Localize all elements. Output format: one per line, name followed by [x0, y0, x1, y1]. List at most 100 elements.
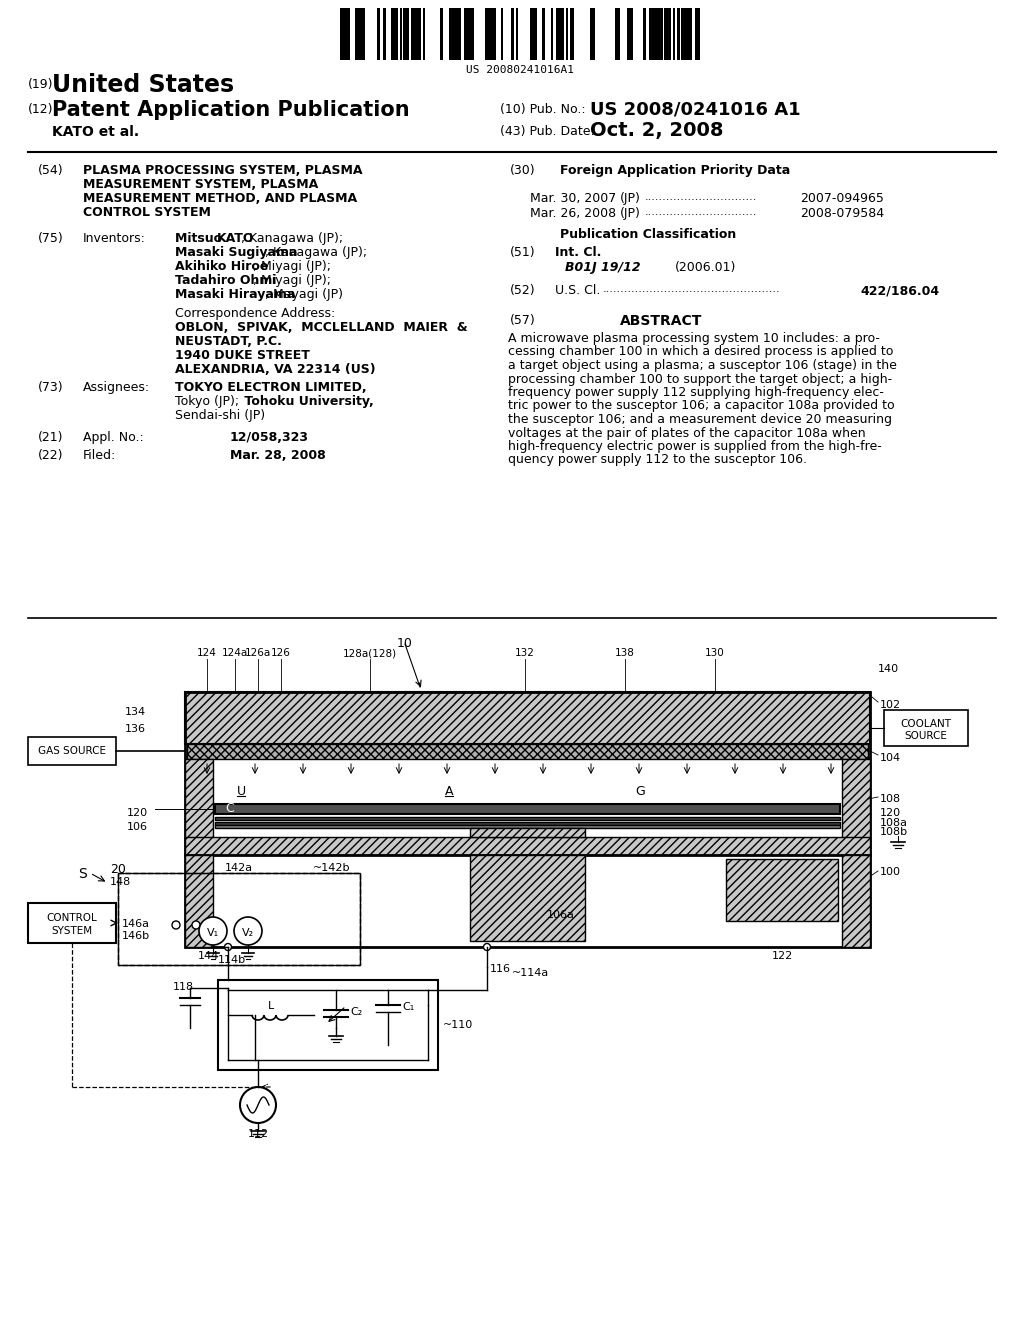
Text: GAS SOURCE: GAS SOURCE [38, 746, 106, 756]
Circle shape [234, 917, 262, 945]
Text: (75): (75) [38, 232, 63, 246]
Bar [453, 8, 456, 59]
Bar [884, 710, 968, 746]
Text: frequency power supply 112 supplying high-frequency elec-: frequency power supply 112 supplying hig… [508, 385, 884, 399]
Text: Mar. 26, 2008: Mar. 26, 2008 [530, 207, 616, 220]
Text: Publication Classification: Publication Classification [560, 228, 736, 242]
Text: Patent Application Publication: Patent Application Publication [52, 100, 410, 120]
Bar [614, 8, 616, 59]
Bar [343, 8, 345, 59]
Bar [456, 8, 461, 59]
Bar [536, 8, 538, 59]
Bar [417, 8, 418, 59]
Text: (51): (51) [510, 246, 536, 259]
Text: 422/186.04: 422/186.04 [860, 284, 939, 297]
Text: 108a: 108a [880, 818, 908, 828]
Text: (30): (30) [510, 164, 536, 177]
Bar [28, 903, 116, 942]
Text: quency power supply 112 to the susceptor 106.: quency power supply 112 to the susceptor… [508, 454, 807, 466]
Bar [490, 8, 497, 59]
Text: Tohoku University,: Tohoku University, [240, 395, 374, 408]
Text: G: G [635, 785, 645, 799]
Bar [464, 8, 467, 59]
Text: 1940 DUKE STREET: 1940 DUKE STREET [175, 348, 310, 362]
Circle shape [172, 921, 180, 929]
Bar [118, 873, 360, 965]
Text: a target object using a plasma; a susceptor 106 (stage) in the: a target object using a plasma; a suscep… [508, 359, 897, 372]
Bar [569, 8, 571, 59]
Bar [655, 8, 657, 59]
Text: ...............................: ............................... [645, 191, 758, 202]
Text: 142a: 142a [225, 863, 253, 873]
Text: (57): (57) [510, 314, 536, 327]
Text: Masaki Hirayama: Masaki Hirayama [175, 288, 295, 301]
Bar [842, 855, 870, 946]
Text: cessing chamber 100 in which a desired process is applied to: cessing chamber 100 in which a desired p… [508, 346, 893, 359]
Bar [677, 8, 680, 59]
Text: 102: 102 [880, 700, 901, 710]
Text: Correspondence Address:: Correspondence Address: [175, 308, 335, 319]
Text: (JP): (JP) [620, 207, 641, 220]
Text: Appl. No.:: Appl. No.: [83, 432, 143, 444]
Text: 124a: 124a [222, 648, 248, 657]
Text: , Kanagawa (JP);: , Kanagawa (JP); [241, 232, 343, 246]
Bar [185, 855, 870, 946]
Bar [649, 8, 652, 59]
Text: United States: United States [52, 73, 234, 96]
Text: SOURCE: SOURCE [904, 731, 947, 741]
Text: Foreign Application Priority Data: Foreign Application Priority Data [560, 164, 791, 177]
Text: (12): (12) [28, 103, 53, 116]
Text: ~110: ~110 [443, 1020, 473, 1030]
Bar [348, 8, 349, 59]
Text: C: C [225, 803, 233, 816]
Text: 108b: 108b [880, 828, 908, 837]
Text: US 20080241016A1: US 20080241016A1 [466, 65, 574, 75]
Text: 2007-094965: 2007-094965 [800, 191, 884, 205]
Bar [551, 8, 553, 59]
Text: 100: 100 [880, 867, 901, 876]
Bar [501, 8, 503, 59]
Bar [415, 8, 417, 59]
Circle shape [224, 944, 231, 950]
Circle shape [193, 921, 200, 929]
Text: Filed:: Filed: [83, 449, 117, 462]
Bar [440, 8, 443, 59]
Text: 12/058,323: 12/058,323 [230, 432, 309, 444]
Text: 120: 120 [880, 808, 901, 818]
Text: 126a: 126a [245, 648, 271, 657]
Text: Tadahiro Ohmi: Tadahiro Ohmi [175, 275, 276, 286]
Text: 108: 108 [880, 795, 901, 804]
Text: 124: 124 [197, 648, 217, 657]
Text: 106a: 106a [547, 909, 574, 920]
Bar [377, 8, 379, 59]
Bar [451, 8, 453, 59]
Bar [411, 8, 413, 59]
Text: 140: 140 [878, 664, 899, 675]
Text: A: A [445, 785, 454, 799]
Bar [618, 8, 620, 59]
Bar [681, 8, 687, 59]
Bar [516, 8, 518, 59]
Text: 120: 120 [127, 808, 148, 818]
Bar [354, 8, 360, 59]
Text: Inventors:: Inventors: [83, 232, 145, 246]
Text: 136: 136 [125, 723, 146, 734]
Bar [185, 692, 870, 855]
Text: , Mayagi (JP): , Mayagi (JP) [265, 288, 343, 301]
Text: (19): (19) [28, 78, 53, 91]
Text: OBLON,  SPIVAK,  MCCLELLAND  MAIER  &: OBLON, SPIVAK, MCCLELLAND MAIER & [175, 321, 468, 334]
Bar [470, 828, 585, 837]
Bar [185, 759, 213, 855]
Text: 130: 130 [706, 648, 725, 657]
Text: Mitsuo: Mitsuo [175, 232, 226, 246]
Text: (22): (22) [38, 449, 63, 462]
Bar [185, 692, 870, 744]
Bar [413, 8, 415, 59]
Text: Akihiko Hiroe: Akihiko Hiroe [175, 260, 268, 273]
Text: 128a(128): 128a(128) [343, 648, 397, 657]
Text: NEUSTADT, P.C.: NEUSTADT, P.C. [175, 335, 282, 348]
Bar [215, 804, 840, 814]
Text: (43) Pub. Date:: (43) Pub. Date: [500, 125, 595, 139]
Text: U: U [237, 785, 246, 799]
Circle shape [199, 917, 227, 945]
